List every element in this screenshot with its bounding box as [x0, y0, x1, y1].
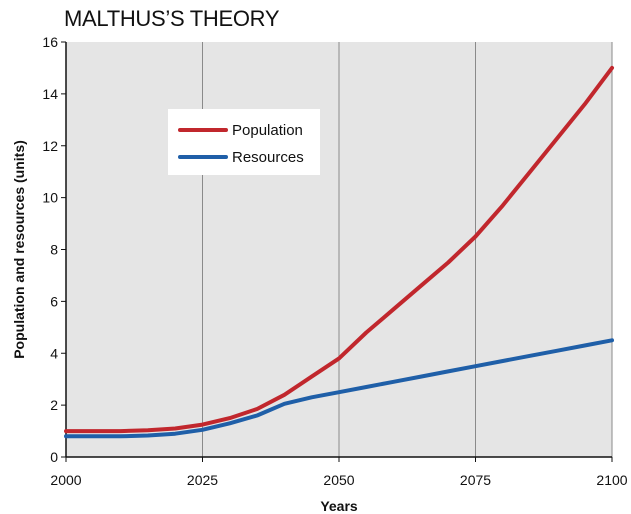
- y-tick-label: 12: [42, 138, 58, 154]
- y-tick-label: 8: [50, 242, 58, 258]
- x-tick-label: 2100: [596, 472, 627, 488]
- y-tick-label: 6: [50, 293, 58, 309]
- chart-title: MALTHUS’S THEORY: [64, 6, 280, 31]
- x-axis-label: Years: [320, 498, 358, 514]
- y-tick-label: 4: [50, 345, 58, 361]
- y-tick-labels: 0 2 4 6 8 10 12 14 16: [42, 34, 66, 465]
- y-tick-label: 14: [42, 86, 58, 102]
- y-axis-label: Population and resources (units): [11, 140, 27, 359]
- x-tick-label: 2000: [50, 472, 81, 488]
- legend-label-population: Population: [232, 122, 303, 139]
- y-tick-label: 2: [50, 397, 58, 413]
- y-tick-label: 0: [50, 449, 58, 465]
- x-tick-labels: 2000 2025 2050 2075 2100: [50, 457, 628, 488]
- legend-label-resources: Resources: [232, 149, 304, 166]
- legend-box: [168, 109, 320, 175]
- legend: Population Resources: [168, 109, 320, 175]
- x-tick-label: 2075: [460, 472, 491, 488]
- series-line-population: [64, 65, 614, 434]
- x-tick-label: 2025: [187, 472, 218, 488]
- series-line-resources: [64, 338, 614, 439]
- x-tick-label: 2050: [323, 472, 354, 488]
- y-tick-label: 16: [42, 34, 58, 50]
- y-tick-label: 10: [42, 190, 58, 206]
- series-lines: [64, 65, 614, 439]
